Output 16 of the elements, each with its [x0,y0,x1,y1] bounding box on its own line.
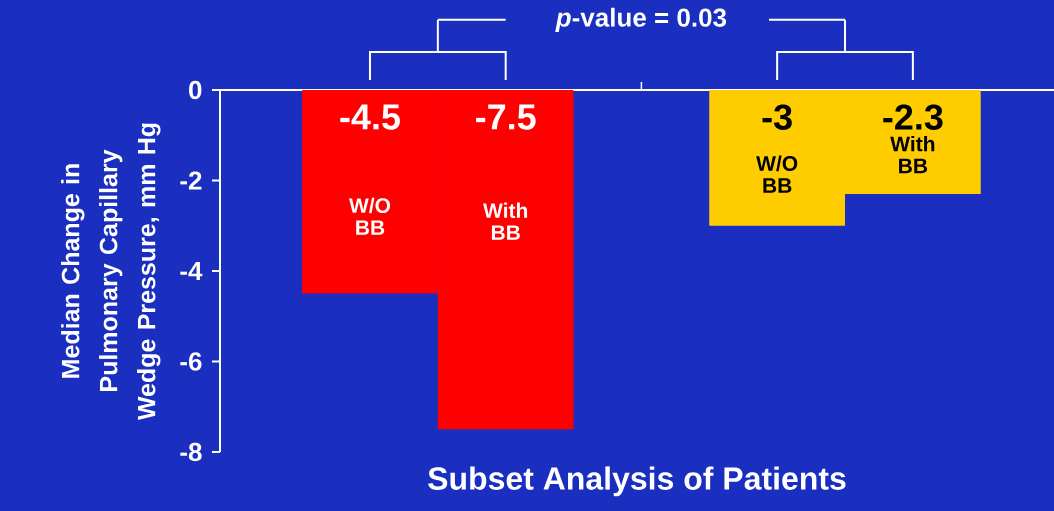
x-tick-label: With BB [890,135,935,174]
y-tick-label: 0 [189,80,202,100]
data-label: -2.3 [883,104,943,130]
x-axis-title: Subset Analysis of Patients [428,466,846,497]
y-tick-label: -4 [180,262,203,280]
x-tick-label: W/O BB [348,197,391,235]
data-label: -7.5 [476,104,536,130]
y-tick-label: -6 [180,352,202,371]
y-axis-title: Median Change in Pulmonary Capillary Wedge Pressure, mm Hg [61,123,161,421]
text: p-value = 0.03 [555,7,727,32]
y-tick-label: -8 [180,442,202,462]
data-label: -4.5 [340,104,400,130]
x-tick-label: With BB [483,202,528,240]
y-tick-label: -2 [180,171,202,190]
data-label: -3 [762,104,792,130]
x-tick-label: W/O BB [756,155,798,193]
